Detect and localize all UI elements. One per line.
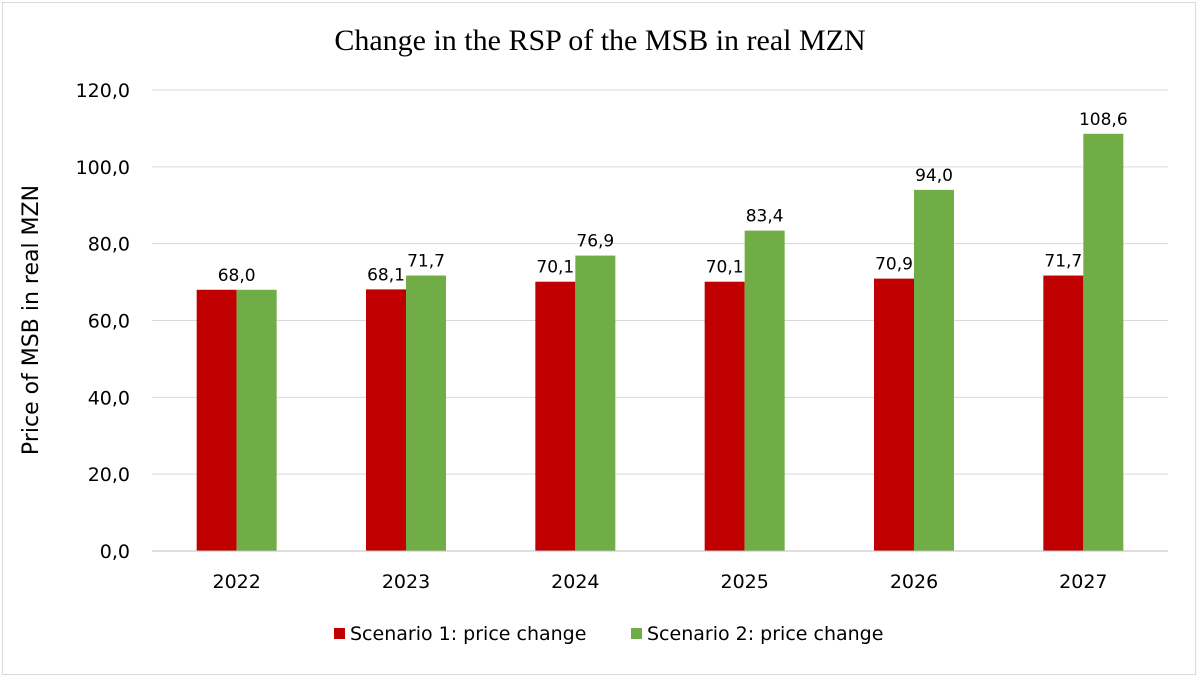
legend-label-1: Scenario 1: price change bbox=[350, 623, 586, 645]
scenario-1-bar-2023 bbox=[366, 289, 406, 551]
scenario-1-bar-2027 bbox=[1043, 275, 1084, 551]
x-tick-label: 2024 bbox=[551, 571, 599, 593]
y-tick-label: 40,0 bbox=[88, 387, 130, 409]
x-tick-label: 2025 bbox=[720, 571, 768, 593]
scenario-2-bar-2026 bbox=[914, 189, 954, 551]
x-tick-label: 2022 bbox=[212, 571, 260, 593]
y-tick-label: 20,0 bbox=[88, 464, 130, 486]
legend: Scenario 1: price change Scenario 2: pric… bbox=[334, 623, 883, 645]
y-tick-label: 60,0 bbox=[88, 311, 130, 333]
data-label: 68,0 bbox=[218, 266, 256, 286]
data-label: 108,6 bbox=[1079, 110, 1128, 130]
y-tick-label: 80,0 bbox=[88, 234, 130, 256]
data-label: 70,9 bbox=[875, 255, 913, 275]
x-tick-label: 2026 bbox=[890, 571, 938, 593]
scenario-1-bar-2026 bbox=[874, 278, 914, 551]
data-label: 83,4 bbox=[746, 207, 784, 227]
data-label: 94,0 bbox=[915, 166, 953, 186]
scenario-1-bar-2022 bbox=[196, 289, 237, 551]
y-axis-title: Price of MSB in real MZN bbox=[19, 185, 44, 455]
scenario-1-bar-2025 bbox=[704, 281, 745, 551]
data-label: 76,9 bbox=[576, 232, 614, 252]
y-tick-label: 0,0 bbox=[100, 541, 130, 563]
data-label: 70,1 bbox=[536, 258, 574, 278]
data-label: 71,7 bbox=[1044, 252, 1082, 272]
x-tick-label: 2027 bbox=[1059, 571, 1107, 593]
legend-swatch-2 bbox=[631, 628, 642, 639]
scenario-2-bar-2022 bbox=[236, 289, 277, 551]
scenario-2-bar-2024 bbox=[575, 255, 616, 551]
legend-label-2: Scenario 2: price change bbox=[647, 623, 883, 645]
y-tick-label: 100,0 bbox=[76, 157, 130, 179]
y-tick-label: 120,0 bbox=[76, 80, 130, 102]
scenario-2-bar-2025 bbox=[744, 230, 785, 552]
scenario-2-bar-2023 bbox=[406, 275, 446, 551]
data-label: 71,7 bbox=[407, 252, 445, 272]
data-label: 70,1 bbox=[706, 258, 744, 278]
data-label: 68,1 bbox=[367, 265, 405, 285]
scenario-2-bar-2027 bbox=[1083, 133, 1124, 552]
scenario-1-bar-2024 bbox=[535, 281, 576, 551]
chart-title: Change in the RSP of the MSB in real MZN bbox=[334, 24, 865, 57]
legend-swatch-1 bbox=[334, 628, 345, 639]
x-tick-label: 2023 bbox=[382, 571, 430, 593]
